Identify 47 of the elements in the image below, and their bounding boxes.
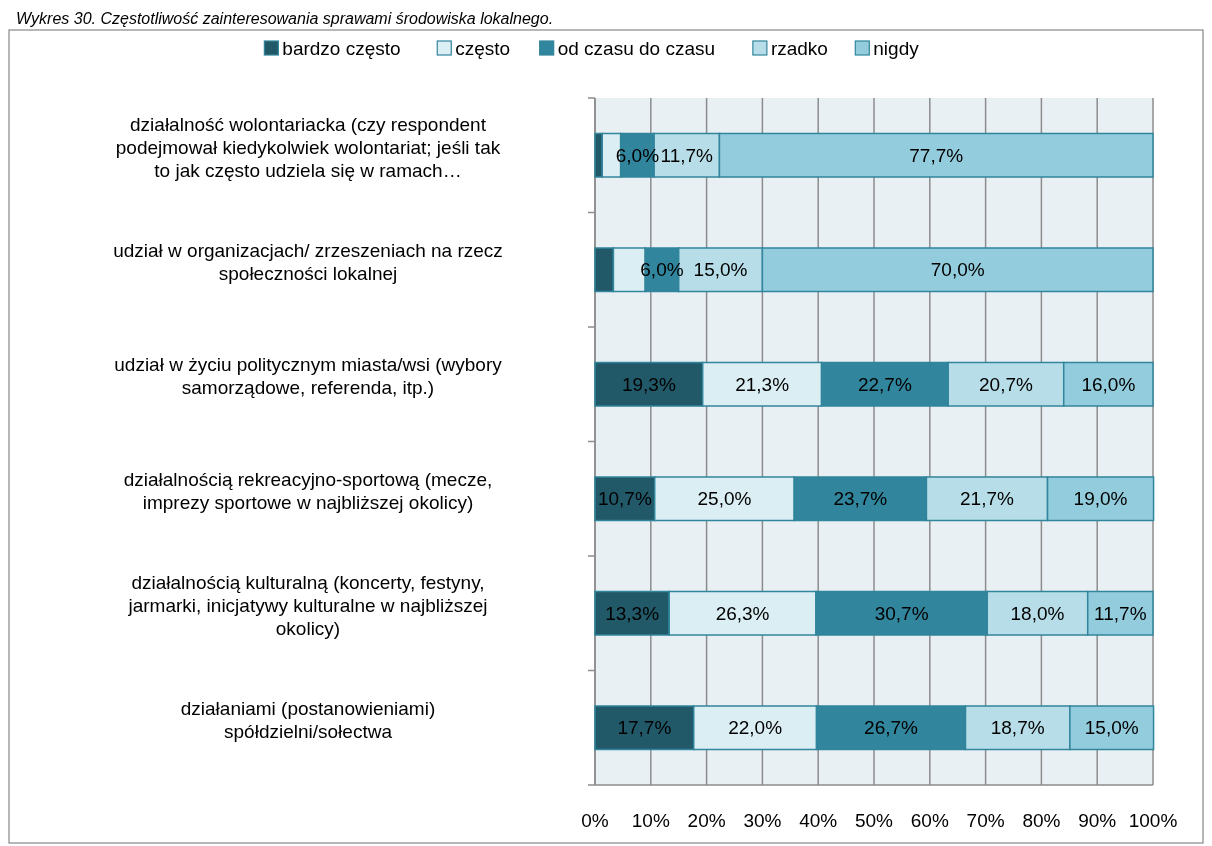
data-label: 30,7% — [874, 602, 929, 624]
x-tick-label: 10% — [631, 810, 670, 831]
legend-label: bardzo często — [282, 37, 401, 59]
data-label: 15,0% — [693, 259, 748, 281]
y-tick-label: działalnością kulturalną (koncerty, festyny, jarmarki, inicjatywy kulturalne w najbliższej okolicy) — [127, 571, 488, 639]
x-tick-label: 50% — [854, 810, 894, 831]
data-label: 16,0% — [1081, 373, 1136, 395]
x-tick-label: 60% — [910, 810, 949, 831]
data-label: 21,3% — [735, 373, 790, 395]
data-label: 22,7% — [857, 373, 912, 395]
y-tick-label: działalność wolontariacka (czy respondent podejmował kiedykolwiek wolontariat; jeśli tak to jak często udziela się w ramach… — [115, 113, 501, 181]
x-tick-label: 100% — [1128, 810, 1178, 831]
data-label: 18,0% — [1010, 602, 1065, 624]
data-label: 26,3% — [715, 602, 770, 624]
data-label: 18,7% — [990, 717, 1045, 739]
x-tick-label: 80% — [1022, 810, 1061, 831]
data-label: 20,7% — [979, 373, 1034, 395]
x-tick-label: 30% — [743, 810, 782, 831]
data-label: 77,7% — [909, 144, 964, 166]
data-label: 25,0% — [697, 488, 752, 510]
x-tick-label: 70% — [966, 810, 1005, 831]
data-label: 11,7% — [1094, 602, 1147, 624]
data-label: 15,0% — [1084, 717, 1139, 739]
data-label: 23,7% — [833, 488, 888, 510]
x-tick-label: 40% — [799, 810, 838, 831]
legend-label: rzadko — [770, 37, 828, 59]
x-tick-label: 90% — [1078, 810, 1117, 831]
y-tick-label: działalnością rekreacyjno-sportową (mecze, imprezy sportowe w najbliższej okolicy) — [123, 468, 493, 513]
data-label: 22,0% — [728, 717, 783, 739]
data-label: 11,7% — [660, 144, 714, 166]
x-tick-label: 20% — [687, 810, 726, 831]
legend-label: nigdy — [873, 37, 920, 59]
data-label: 19,3% — [621, 373, 676, 395]
y-tick-label: udział w życiu politycznym miasta/wsi (wybory samorządowe, referenda, itp.) — [114, 354, 503, 399]
x-tick-label: 0% — [581, 810, 609, 831]
data-label: 19,0% — [1073, 488, 1128, 510]
data-label: 13,3% — [605, 602, 660, 624]
data-label: 21,7% — [960, 488, 1015, 510]
y-tick-label: udział w organizacjach/ zrzeszeniach na rzecz społeczności lokalnej — [113, 239, 503, 284]
text: Wykres 30. Częstotliwość zainteresowania sprawami środowiska lokalnego. — [16, 10, 554, 27]
legend-label: od czasu do czasu — [557, 37, 716, 59]
legend-label: często — [455, 37, 511, 59]
data-label: 70,0% — [930, 259, 985, 281]
data-label: 26,7% — [864, 717, 919, 739]
data-label: 10,7% — [597, 488, 652, 510]
data-label: 17,7% — [617, 717, 672, 739]
y-tick-label: działaniami (postanowieniami) spółdzielni/sołectwa — [180, 697, 436, 742]
